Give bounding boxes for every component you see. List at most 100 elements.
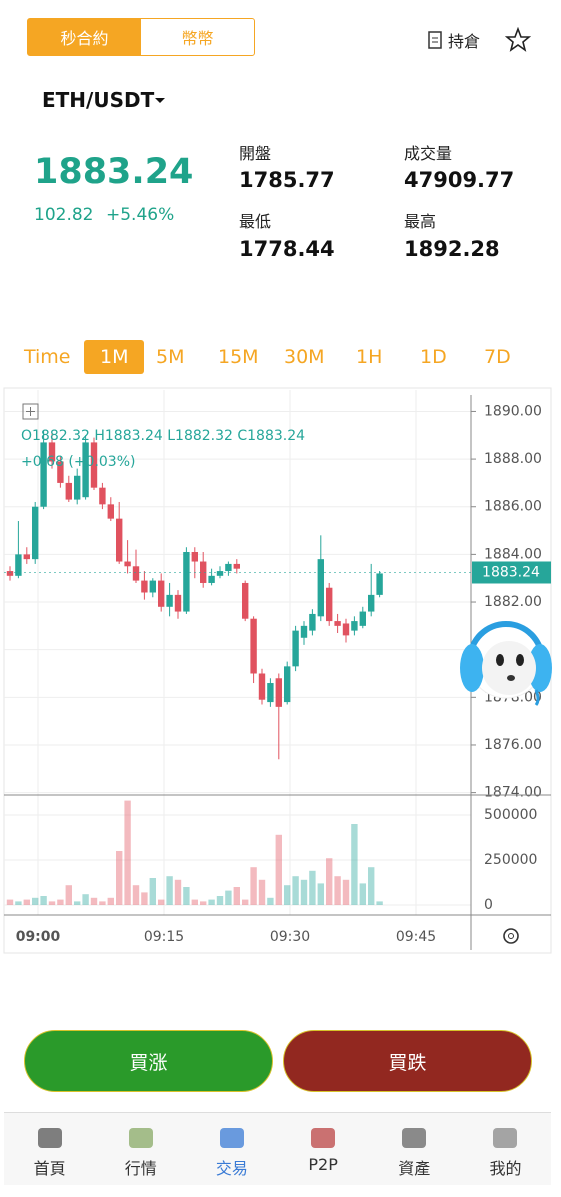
candle-body bbox=[200, 561, 207, 583]
volume-bar bbox=[32, 897, 39, 905]
candle-body bbox=[376, 573, 383, 595]
stat-value: 1778.44 bbox=[239, 237, 335, 261]
candle-body bbox=[183, 552, 190, 612]
y-tick-label: 1890.00 bbox=[484, 403, 542, 419]
dropdown-arrow bbox=[155, 98, 166, 103]
y-tick-label: 1884.00 bbox=[484, 546, 542, 562]
candle-body bbox=[300, 625, 308, 638]
candle-body bbox=[57, 461, 64, 483]
volume-bar bbox=[284, 885, 291, 905]
volume-bar bbox=[23, 899, 30, 905]
support-avatar[interactable] bbox=[460, 621, 552, 706]
position-label: 持倉 bbox=[448, 32, 481, 51]
candle-body bbox=[258, 673, 266, 700]
volume-bar bbox=[191, 899, 198, 905]
volume-bar bbox=[99, 901, 106, 905]
star-icon[interactable] bbox=[505, 27, 531, 53]
buy-down-button[interactable]: 買跌 bbox=[283, 1030, 532, 1092]
nav-item[interactable]: 我的 bbox=[460, 1113, 551, 1185]
pair: ETH/USDT bbox=[42, 88, 155, 112]
y-tick-label: 1876.00 bbox=[484, 737, 542, 753]
volume-tick-label: 250000 bbox=[484, 852, 537, 868]
candle-body bbox=[242, 582, 249, 619]
current-price-tag bbox=[472, 561, 551, 584]
candle-body bbox=[208, 575, 215, 583]
nav-item[interactable]: 首頁 bbox=[4, 1113, 95, 1185]
candle-body bbox=[32, 506, 39, 560]
nav-item[interactable]: 行情 bbox=[95, 1113, 186, 1185]
settings-icon[interactable] bbox=[503, 928, 519, 944]
candle-body bbox=[342, 623, 350, 636]
volume-bar bbox=[368, 867, 375, 905]
icon-shape bbox=[402, 1128, 427, 1148]
volume-bar bbox=[107, 897, 114, 905]
interval-tab[interactable]: 30M bbox=[284, 346, 325, 368]
candle-body bbox=[225, 563, 232, 572]
nav-icon bbox=[219, 1128, 244, 1148]
volume-bar bbox=[292, 876, 299, 905]
nav-item[interactable]: 資產 bbox=[369, 1113, 460, 1185]
interval-tab-active[interactable]: 1M bbox=[84, 340, 145, 374]
stat-value: 47909.77 bbox=[404, 168, 515, 192]
nav-label: P2P bbox=[308, 1155, 338, 1174]
candle-body bbox=[368, 594, 375, 612]
buy-up-button[interactable]: 買涨 bbox=[24, 1030, 273, 1092]
icon-shape bbox=[37, 1128, 62, 1148]
volume-bar bbox=[200, 901, 207, 905]
volume-bar bbox=[132, 885, 140, 905]
candle-body bbox=[149, 580, 156, 593]
pair-selector[interactable]: ETH/USDT bbox=[42, 88, 166, 112]
candle-body bbox=[334, 621, 341, 626]
price-change-pct: +5.46% bbox=[106, 205, 175, 225]
icon-shape bbox=[128, 1128, 153, 1148]
doc-icon bbox=[428, 31, 442, 49]
x-tick-label: 09:30 bbox=[270, 929, 310, 945]
candle-body bbox=[284, 666, 291, 703]
volume-bar bbox=[6, 899, 14, 905]
interval-tab[interactable]: 5M bbox=[156, 346, 185, 368]
interval-tab[interactable]: 1H bbox=[356, 346, 383, 368]
crosshair-toggle[interactable] bbox=[22, 403, 39, 420]
volume-bar bbox=[65, 885, 72, 905]
x-tick-label: 09:00 bbox=[16, 929, 61, 945]
volume-bar bbox=[40, 896, 47, 905]
candle-body bbox=[317, 559, 324, 617]
candle-body bbox=[191, 552, 198, 562]
interval-tab[interactable]: 7D bbox=[484, 346, 511, 368]
candle-body bbox=[267, 683, 274, 703]
interval-tab[interactable]: 1D bbox=[420, 346, 447, 368]
y-tick-label: 1882.00 bbox=[484, 594, 542, 610]
volume-bar bbox=[216, 896, 224, 905]
candle-body bbox=[124, 561, 131, 567]
candle-body bbox=[15, 554, 22, 576]
last-price: 1883.24 bbox=[34, 152, 194, 192]
nav-label: 行情 bbox=[124, 1159, 157, 1178]
nav-label: 交易 bbox=[215, 1159, 248, 1178]
nav-icon bbox=[37, 1128, 62, 1148]
candle-body bbox=[48, 442, 56, 462]
volume-bar bbox=[124, 800, 131, 905]
nav-item[interactable]: 交易 bbox=[186, 1113, 277, 1185]
icon-shape bbox=[219, 1128, 244, 1148]
volume-bar bbox=[158, 899, 165, 905]
volume-bar bbox=[258, 879, 266, 905]
candle-body bbox=[141, 580, 148, 593]
stat-label: 最高 bbox=[404, 212, 437, 231]
candle-body bbox=[292, 630, 299, 667]
candle-body bbox=[158, 580, 165, 607]
tab-active[interactable]: 秒合約 bbox=[28, 19, 141, 55]
candle-body bbox=[116, 518, 123, 562]
candle-body bbox=[309, 613, 316, 631]
volume-bar bbox=[208, 899, 215, 905]
interval-tab[interactable]: 15M bbox=[218, 346, 259, 368]
volume-tick-label: 500000 bbox=[484, 807, 537, 823]
volume-bar bbox=[183, 887, 190, 905]
interval-tab[interactable]: Time bbox=[24, 346, 71, 368]
position-link[interactable]: 持倉 bbox=[428, 28, 480, 52]
tab[interactable]: 幣幣 bbox=[181, 29, 214, 48]
volume-bar bbox=[376, 901, 383, 905]
nav-item[interactable]: P2P bbox=[278, 1113, 369, 1185]
nav-icon bbox=[402, 1128, 427, 1148]
ohlc-legend: O1882.32 H1883.24 L1882.32 C1883.24 bbox=[21, 428, 305, 444]
